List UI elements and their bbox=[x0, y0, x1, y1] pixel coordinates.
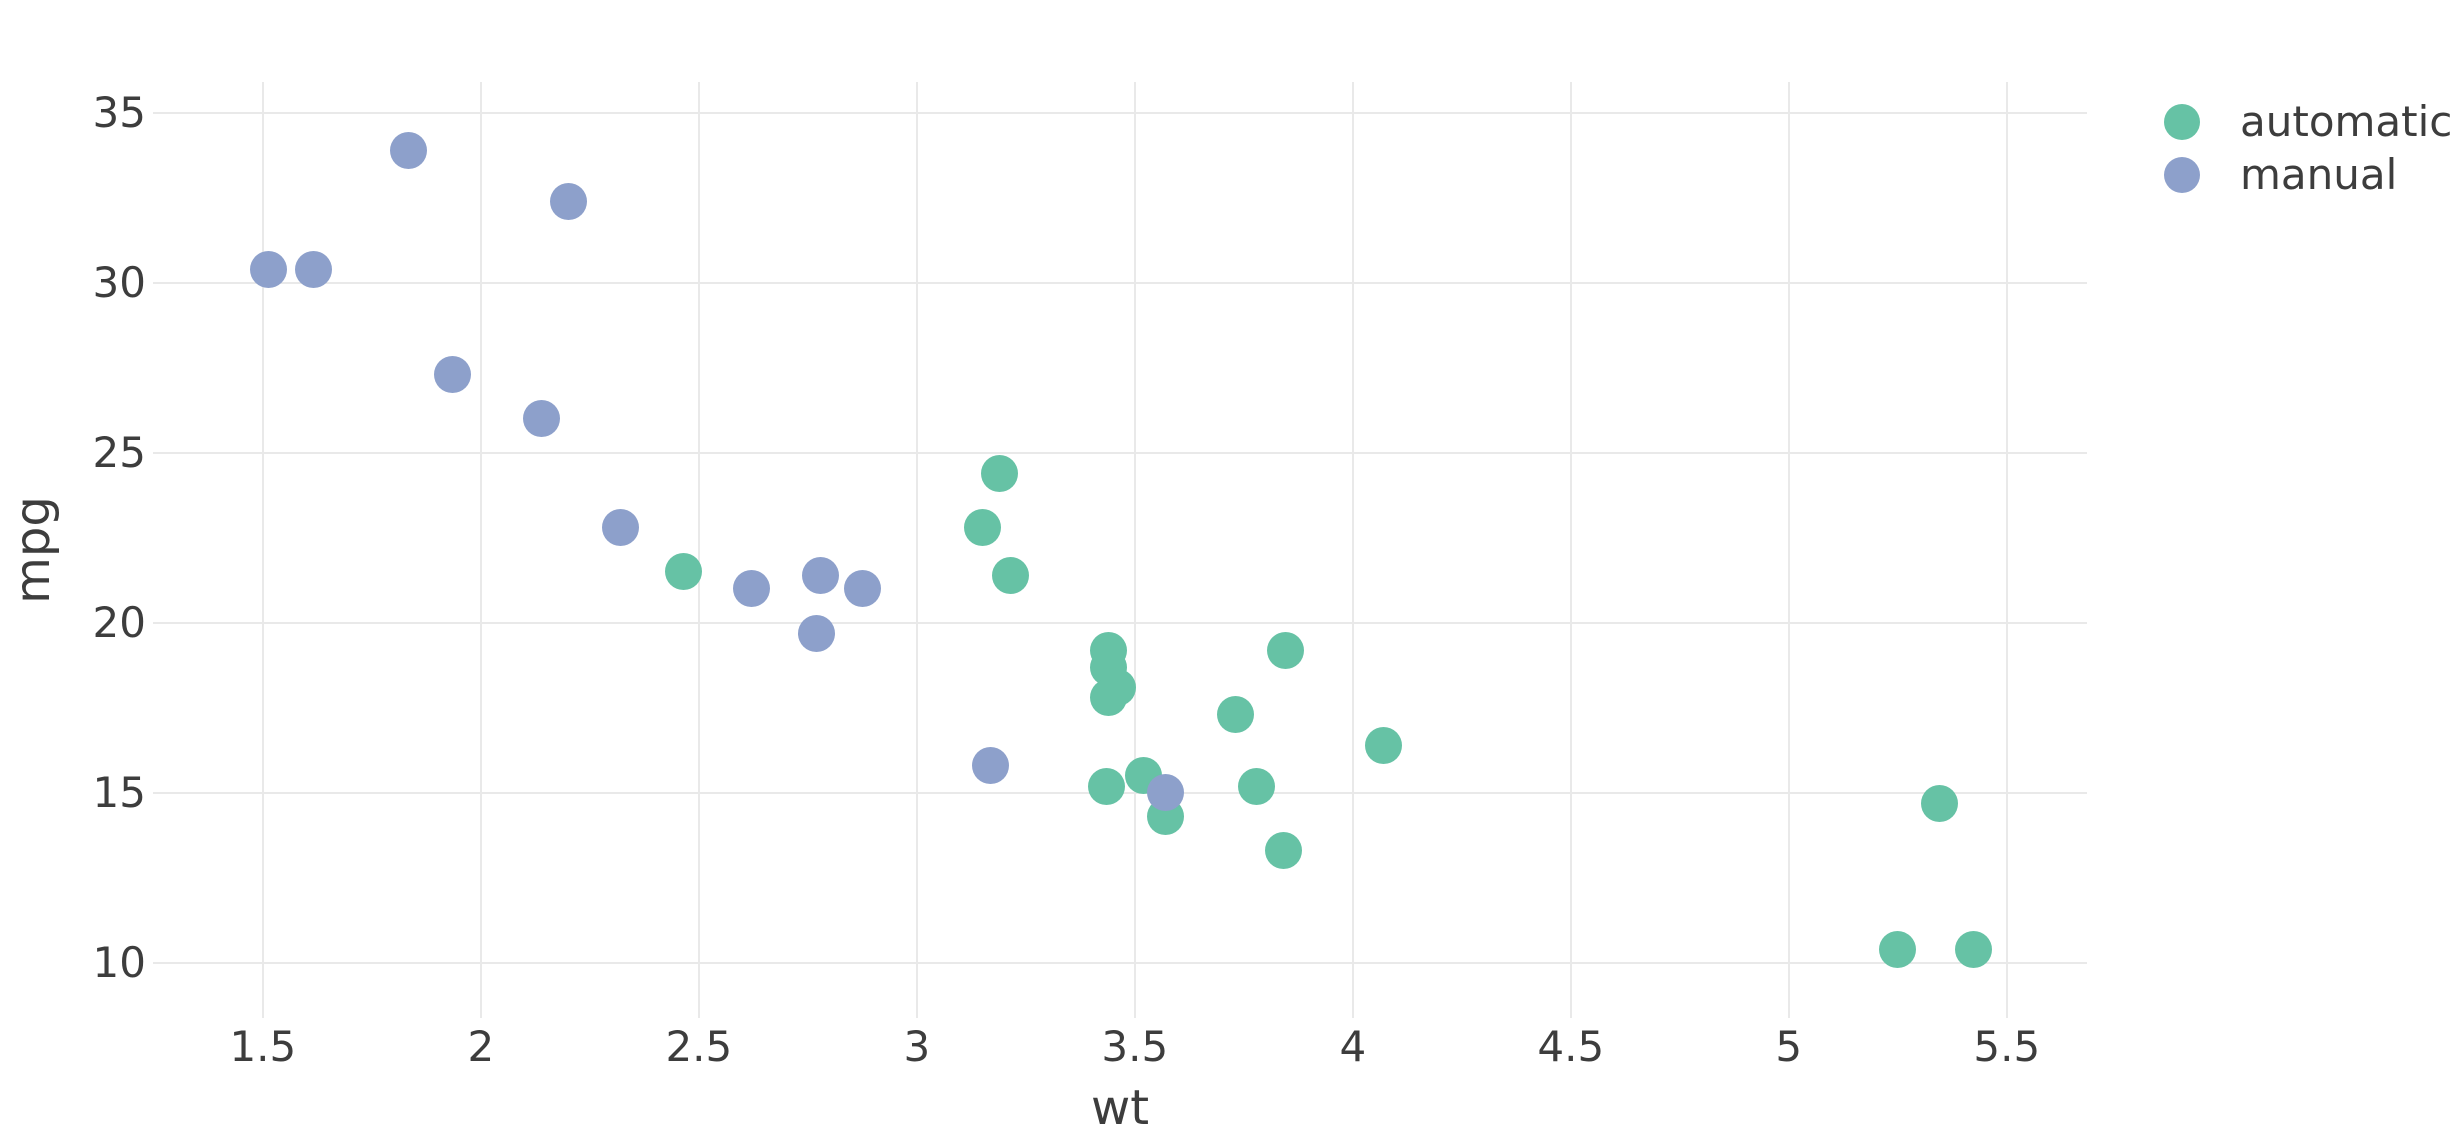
legend-swatch-manual bbox=[2164, 156, 2200, 193]
gridline-y-25 bbox=[153, 451, 2087, 455]
data-point-automatic[interactable] bbox=[1266, 631, 1304, 669]
gridline-y-35 bbox=[153, 111, 2087, 115]
data-point-automatic[interactable] bbox=[1364, 726, 1402, 764]
y-tick-label-35: 35 bbox=[92, 87, 146, 137]
y-axis-title: mpg bbox=[5, 496, 61, 604]
x-axis-title: wt bbox=[1090, 1080, 1150, 1136]
data-point-manual[interactable] bbox=[294, 250, 332, 288]
gridline-x-2.5 bbox=[697, 82, 701, 1018]
data-point-automatic[interactable] bbox=[1879, 930, 1917, 968]
legend-label-automatic: automatic bbox=[2240, 96, 2453, 146]
gridline-y-10 bbox=[153, 961, 2087, 965]
data-point-manual[interactable] bbox=[1146, 774, 1184, 812]
data-point-automatic[interactable] bbox=[963, 509, 1001, 547]
x-tick-label-3: 3 bbox=[903, 1022, 931, 1071]
data-point-automatic[interactable] bbox=[1238, 767, 1276, 805]
data-point-automatic[interactable] bbox=[1090, 631, 1128, 669]
data-point-manual[interactable] bbox=[523, 400, 561, 438]
data-point-manual[interactable] bbox=[843, 570, 881, 608]
data-point-manual[interactable] bbox=[549, 182, 587, 220]
data-point-automatic[interactable] bbox=[1955, 930, 1993, 968]
x-tick-label-5: 5 bbox=[1775, 1022, 1803, 1071]
x-tick-label-3.5: 3.5 bbox=[1101, 1022, 1169, 1071]
data-point-manual[interactable] bbox=[732, 570, 770, 608]
gridline-x-4 bbox=[1351, 82, 1355, 1018]
data-point-automatic[interactable] bbox=[1087, 767, 1125, 805]
y-tick-label-30: 30 bbox=[92, 257, 146, 307]
legend-swatch-automatic bbox=[2164, 103, 2200, 140]
legend-item-automatic[interactable]: automatic bbox=[2164, 95, 2452, 148]
gridline-y-20 bbox=[153, 621, 2087, 625]
gridline-x-3 bbox=[915, 82, 919, 1018]
data-point-automatic[interactable] bbox=[665, 553, 703, 591]
x-tick-label-2: 2 bbox=[467, 1022, 495, 1071]
gridline-x-5 bbox=[1787, 82, 1791, 1018]
y-tick-label-15: 15 bbox=[92, 767, 146, 817]
data-point-automatic[interactable] bbox=[1216, 696, 1254, 734]
gridline-y-30 bbox=[153, 281, 2087, 285]
gridline-x-4.5 bbox=[1569, 82, 1573, 1018]
data-point-manual[interactable] bbox=[601, 509, 639, 547]
gridline-x-1.5 bbox=[261, 82, 265, 1018]
x-tick-label-1.5: 1.5 bbox=[229, 1022, 297, 1071]
x-tick-label-4: 4 bbox=[1339, 1022, 1367, 1071]
plot-area bbox=[153, 82, 2087, 1018]
data-point-manual[interactable] bbox=[390, 131, 428, 169]
y-tick-label-10: 10 bbox=[92, 937, 146, 987]
y-tick-label-25: 25 bbox=[92, 427, 146, 477]
x-tick-label-4.5: 4.5 bbox=[1537, 1022, 1605, 1071]
data-point-manual[interactable] bbox=[972, 747, 1010, 785]
legend-item-manual[interactable]: manual bbox=[2164, 148, 2452, 201]
y-tick-label-20: 20 bbox=[92, 597, 146, 647]
gridline-x-3.5 bbox=[1133, 82, 1137, 1018]
data-point-automatic[interactable] bbox=[1920, 784, 1958, 822]
data-point-automatic[interactable] bbox=[981, 454, 1019, 492]
x-tick-label-2.5: 2.5 bbox=[665, 1022, 733, 1071]
legend-label-manual: manual bbox=[2240, 149, 2398, 199]
data-point-manual[interactable] bbox=[802, 556, 840, 594]
data-point-manual[interactable] bbox=[250, 250, 288, 288]
data-point-manual[interactable] bbox=[434, 356, 472, 394]
gridline-x-5.5 bbox=[2005, 82, 2009, 1018]
data-point-automatic[interactable] bbox=[992, 556, 1030, 594]
data-point-manual[interactable] bbox=[798, 614, 836, 652]
gridline-x-2 bbox=[479, 82, 483, 1018]
x-tick-label-5.5: 5.5 bbox=[1973, 1022, 2041, 1071]
data-point-automatic[interactable] bbox=[1264, 832, 1302, 870]
legend: automatic manual bbox=[2164, 95, 2452, 201]
data-point-automatic[interactable] bbox=[1090, 679, 1128, 717]
